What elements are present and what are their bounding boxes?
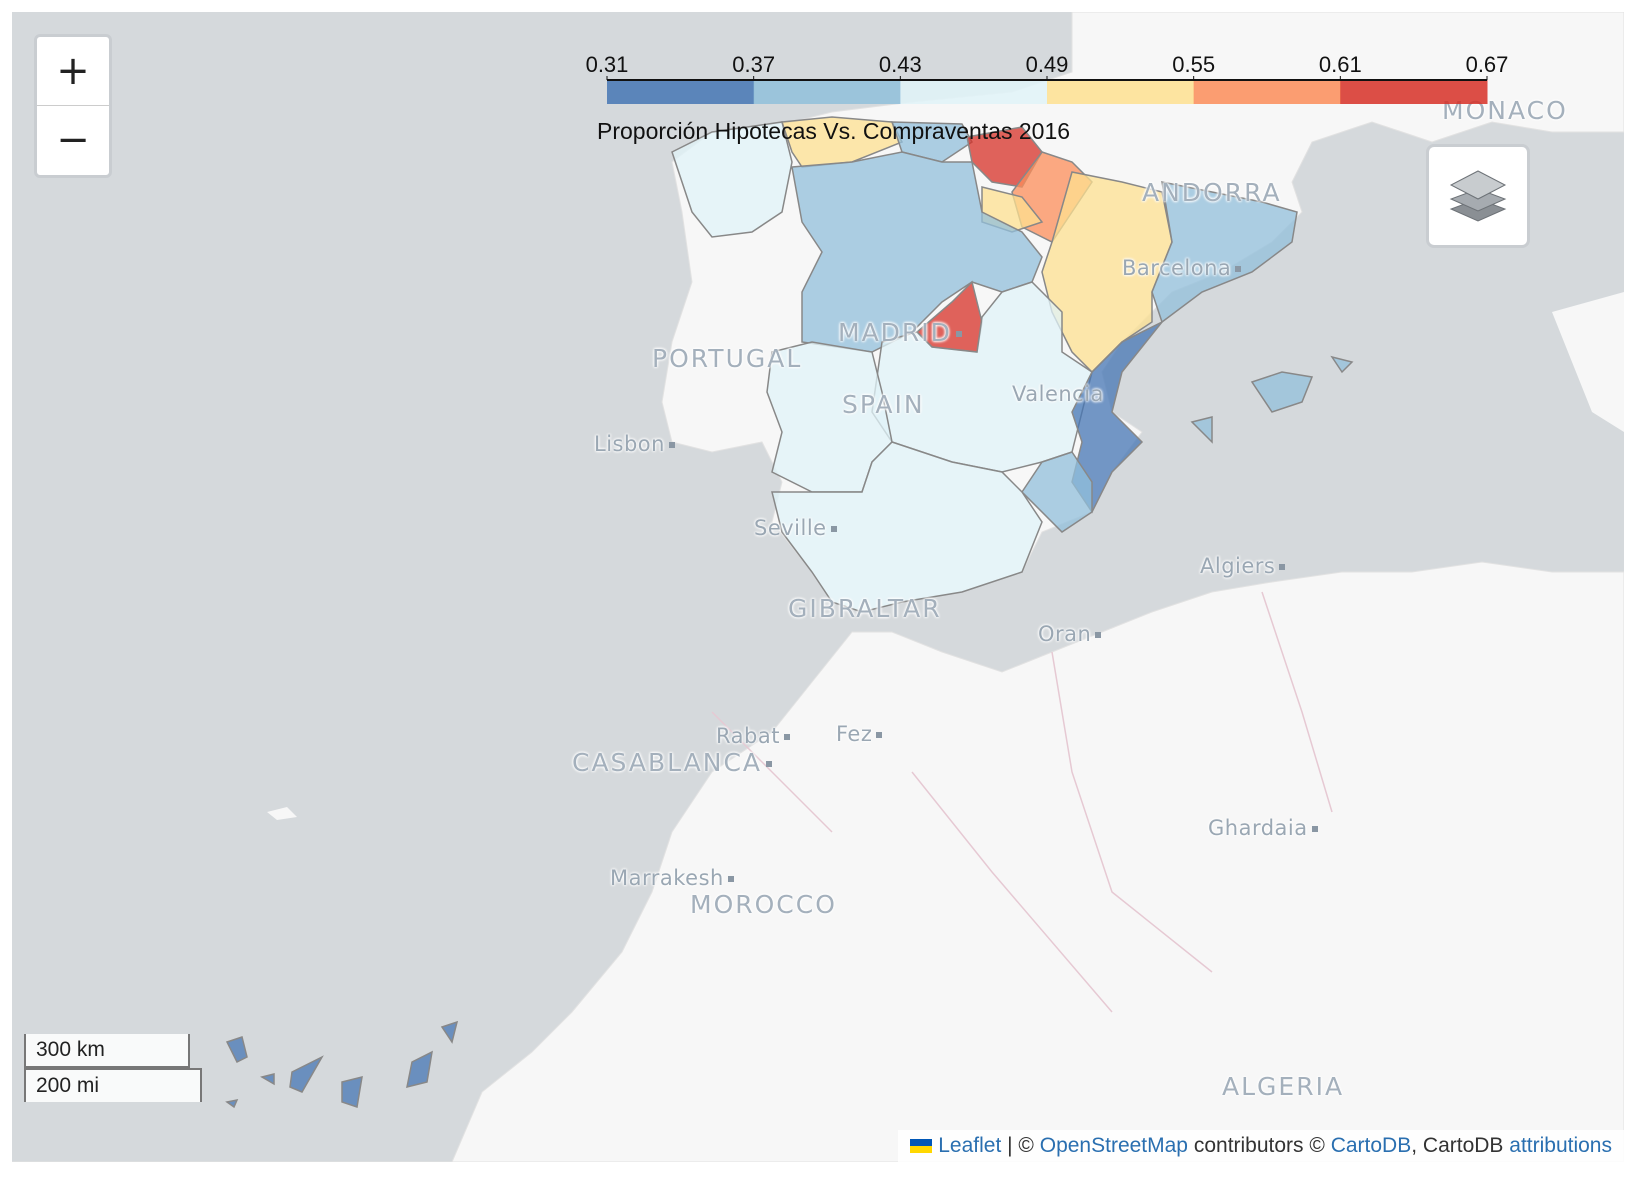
region-canarias [225, 1020, 459, 1109]
label-andorra: ANDORRA [1142, 178, 1282, 207]
label-oran: Oran [1038, 622, 1102, 646]
region-catalonia [1151, 181, 1298, 324]
label-morocco: MOROCCO [690, 890, 837, 919]
attribution: Leaflet | © OpenStreetMap contributors ©… [898, 1130, 1624, 1162]
label-barcelona: Barcelona [1122, 256, 1242, 280]
city-dot-icon [1311, 826, 1318, 832]
colorbar [606, 76, 1488, 104]
city-dot-icon [876, 732, 883, 738]
colorbar-tick-label: 0.67 [1465, 52, 1509, 77]
label-lisbon: Lisbon [594, 432, 675, 456]
region-andalucia [771, 441, 1043, 613]
label-algiers: Algiers [1200, 554, 1286, 578]
cartodb-link[interactable]: CartoDB [1330, 1134, 1412, 1157]
scale-bar: 300 km 200 mi [24, 1034, 202, 1102]
label-valencia: Valencia [1012, 382, 1104, 406]
colorbar-segment [607, 80, 755, 104]
colorbar-segment [753, 80, 901, 104]
colorbar-legend: 0.31 0.37 0.43 0.49 0.55 0.61 0.67 Proporción … [577, 36, 1509, 146]
zoom-in-button[interactable]: + [37, 37, 109, 106]
land-italy-corsica [1552, 292, 1624, 432]
attributions-link[interactable]: attributions [1509, 1134, 1612, 1157]
label-fez: Fez [836, 722, 883, 746]
basemap [12, 12, 1624, 1162]
choropleth-regions [225, 116, 1354, 1109]
city-dot-icon [1095, 632, 1102, 638]
region-galicia [671, 121, 793, 238]
city-dot-icon [766, 761, 773, 767]
label-ghardaia: Ghardaia [1208, 816, 1318, 840]
leaflet-link[interactable]: Leaflet [938, 1134, 1002, 1157]
label-marrakesh: Marrakesh [610, 866, 734, 890]
label-algeria: ALGERIA [1222, 1072, 1345, 1101]
island-sardinia [1542, 592, 1572, 662]
label-spain: SPAIN [842, 390, 925, 419]
land-africa [12, 561, 1624, 1162]
osm-link[interactable]: OpenStreetMap [1039, 1134, 1188, 1157]
scale-km: 300 km [24, 1034, 190, 1068]
colorbar-tick-label: 0.55 [1172, 52, 1216, 77]
city-dot-icon [955, 331, 962, 337]
city-dot-icon [1279, 564, 1286, 570]
border-lines [711, 591, 1333, 1013]
label-portugal: PORTUGAL [652, 344, 803, 373]
region-cantabria-b [890, 121, 973, 163]
attribution-sep: | © [1001, 1134, 1040, 1157]
colorbar-segment [1340, 80, 1488, 104]
layers-control-button[interactable] [1426, 144, 1530, 248]
label-casablanca: CASABLANCA [572, 748, 773, 777]
label-madrid: MADRID [838, 318, 962, 347]
city-dot-icon [783, 734, 790, 740]
colorbar-tick-label: 0.31 [585, 52, 629, 77]
region-valencia [1071, 321, 1163, 514]
city-dot-icon [1235, 266, 1242, 272]
zoom-out-button[interactable]: − [56, 117, 90, 163]
city-dot-icon [727, 876, 734, 882]
ukraine-flag-icon [910, 1139, 933, 1154]
map-canvas[interactable]: MONACO ANDORRA Barcelona MADRID PORTUGAL… [12, 12, 1624, 1162]
attribution-text: contributors © [1188, 1134, 1331, 1157]
city-dot-icon [830, 526, 837, 532]
layers-icon [1449, 170, 1507, 222]
scale-mi: 200 mi [24, 1068, 202, 1102]
colorbar-segment [1193, 80, 1341, 104]
legend-caption: Proporción Hipotecas Vs. Compraventas 20… [597, 118, 1071, 144]
colorbar-tick-label: 0.49 [1025, 52, 1069, 77]
colorbar-tick-label: 0.37 [732, 52, 776, 77]
label-rabat: Rabat [716, 724, 790, 748]
attribution-text-2: , CartoDB [1411, 1134, 1510, 1157]
region-baleares [1190, 355, 1354, 444]
colorbar-tick-label: 0.61 [1318, 52, 1362, 77]
colorbar-tick-label: 0.43 [878, 52, 922, 77]
island-madeira [267, 807, 297, 820]
colorbar-segment [900, 80, 1048, 104]
region-asturias-cantabria [780, 116, 904, 168]
label-gibraltar: GIBRALTAR [788, 594, 942, 623]
city-dot-icon [668, 442, 675, 448]
label-seville: Seville [754, 516, 837, 540]
zoom-control: + − [34, 34, 112, 178]
colorbar-segment [1047, 80, 1195, 104]
